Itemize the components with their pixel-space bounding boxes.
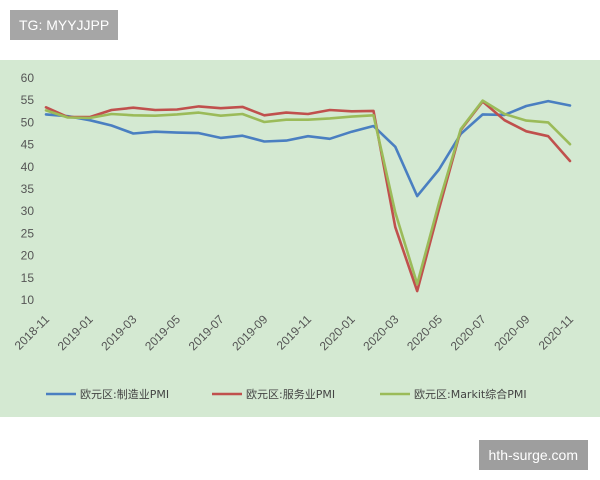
x-tick-label: 2019-11 bbox=[274, 312, 315, 353]
y-tick-label: 45 bbox=[21, 138, 35, 152]
y-tick-label: 55 bbox=[21, 93, 35, 107]
y-tick-label: 10 bbox=[21, 293, 35, 307]
legend-label-2: 欧元区:服务业PMI bbox=[246, 388, 335, 401]
x-tick-label: 2020-09 bbox=[491, 312, 532, 353]
legend-label-3: 欧元区:Markit综合PMI bbox=[414, 387, 527, 401]
y-tick-label: 30 bbox=[21, 204, 35, 218]
x-tick-label: 2020-03 bbox=[360, 312, 401, 353]
x-tick-label: 2019-01 bbox=[55, 312, 96, 353]
x-tick-label: 2019-03 bbox=[98, 312, 139, 353]
chart-panel: 10 15 20 25 30 35 40 45 50 55 60 2018-11 2019-01 2019… bbox=[0, 60, 600, 417]
x-tick-label: 2019-07 bbox=[186, 312, 227, 353]
y-tick-label: 20 bbox=[21, 249, 35, 263]
x-tick-label: 2019-09 bbox=[229, 312, 270, 353]
x-tick-label: 2020-11 bbox=[536, 312, 577, 353]
y-tick-label: 25 bbox=[21, 226, 35, 240]
legend-label-1: 欧元区:制造业PMI bbox=[80, 387, 169, 401]
y-tick-label: 35 bbox=[21, 182, 35, 196]
y-tick-label: 40 bbox=[21, 160, 35, 174]
y-tick-label: 60 bbox=[21, 71, 35, 85]
y-tick-label: 15 bbox=[21, 271, 35, 285]
x-tick-label: 2020-05 bbox=[404, 312, 445, 353]
x-tick-label: 2019-05 bbox=[142, 312, 183, 353]
x-tick-label: 2018-11 bbox=[12, 312, 53, 353]
x-tick-label: 2020-01 bbox=[317, 312, 358, 353]
series-line-1 bbox=[44, 99, 572, 198]
series-line-3 bbox=[44, 99, 572, 286]
watermark-label: hth-surge.com bbox=[478, 440, 588, 470]
telegram-tag: TG: MYYJJPP bbox=[10, 10, 119, 40]
y-tick-label: 50 bbox=[21, 115, 35, 129]
x-tick-label: 2020-07 bbox=[448, 312, 489, 353]
